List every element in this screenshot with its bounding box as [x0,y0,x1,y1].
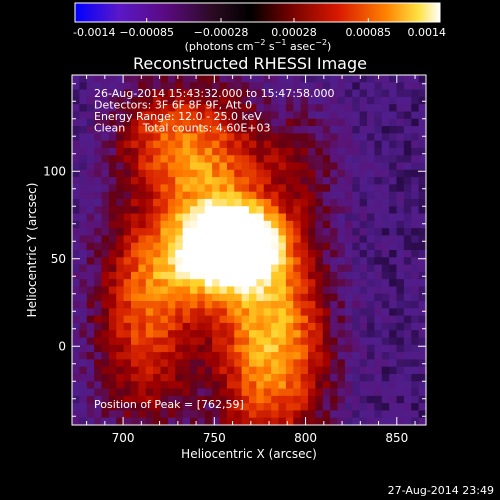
y-tick-label: 0 [58,339,66,353]
annotation-line: Energy Range: 12.0 - 25.0 keV [94,110,262,123]
colorbar-ticks: -0.0014 −0.00085 −0.00028 0.00028 0.00085 0.0… [73,18,446,39]
plot-frame [71,74,427,426]
annotation-line: Clean Total counts: 4.60E+03 [94,122,271,135]
x-axis-label: Heliocentric X (arcsec) [181,447,317,461]
colorbar-unit-label: (photons cm−2 s−1 asec−2) [185,38,332,53]
x-tick-label: 800 [294,431,317,445]
timestamp: 27-Aug-2014 23:49 [388,484,494,497]
heatmap-image [72,75,427,426]
annotation-line: Detectors: 3F 6F 8F 9F, Att 0 [94,99,252,112]
colorbar-gradient [74,2,441,23]
x-axis: 700 750 800 850 [86,75,416,445]
x-tick-label: 700 [112,431,135,445]
annotation-block: 26-Aug-2014 15:43:32.000 to 15:47:58.000… [94,87,335,135]
y-tick-label: 100 [43,164,66,178]
colorbar-tick-label: 0.0014 [408,26,447,39]
colorbar-tick-label: 0.00028 [271,26,317,39]
y-axis-label: Heliocentric Y (arcsec) [25,183,39,318]
annotation-line: 26-Aug-2014 15:43:32.000 to 15:47:58.000 [94,87,335,100]
x-tick-label: 750 [203,431,226,445]
peak-position-label: Position of Peak = [762,59] [94,398,244,411]
colorbar-tick-label: -0.0014 [73,26,115,39]
colorbar-tick-label: −0.00085 [119,26,174,39]
colorbar: -0.0014 −0.00085 −0.00028 0.00028 0.00085 0.0… [73,2,446,53]
colorbar-tick-label: 0.00085 [346,26,392,39]
y-axis: 0 50 100 [43,83,426,417]
chart-title: Reconstructed RHESSI Image [133,54,367,73]
x-tick-label: 850 [385,431,408,445]
y-tick-label: 50 [51,252,66,266]
colorbar-tick-label: −0.00028 [194,26,249,39]
